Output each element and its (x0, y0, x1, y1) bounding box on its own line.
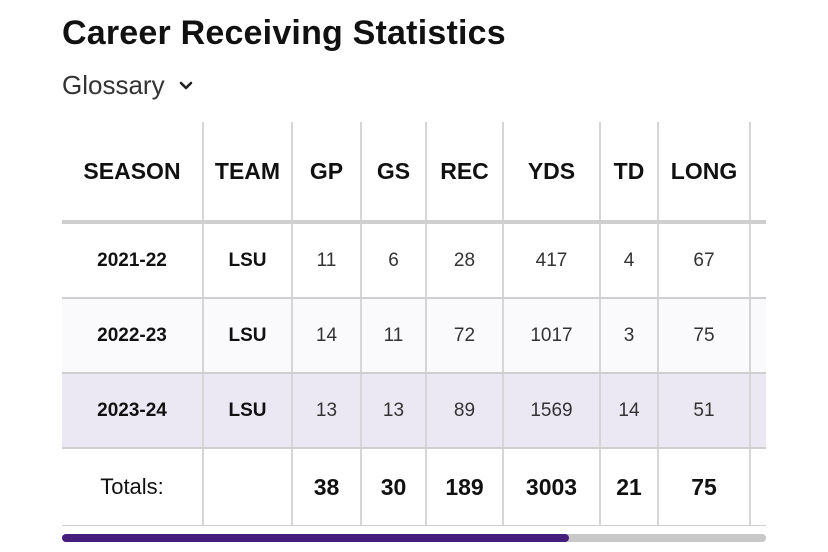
totals-rec: 189 (426, 448, 504, 526)
cell-rec: 72 (426, 298, 504, 374)
page-title: Career Receiving Statistics (62, 14, 506, 52)
totals-td: 21 (600, 448, 659, 526)
table-row-highlighted: 2023-24 LSU 13 13 89 1569 14 51 (62, 373, 766, 449)
column-header-team[interactable]: TEAM (203, 122, 293, 224)
totals-gs: 30 (361, 448, 427, 526)
cell-overflow (750, 298, 766, 374)
cell-yds: 1017 (503, 298, 601, 374)
cell-gp: 11 (292, 222, 362, 299)
cell-gp: 14 (292, 298, 362, 374)
totals-gp: 38 (292, 448, 362, 526)
cell-team: LSU (203, 298, 293, 374)
column-header-gs[interactable]: GS (361, 122, 427, 224)
column-header-td[interactable]: TD (600, 122, 659, 224)
column-header-long[interactable]: LONG (658, 122, 751, 224)
cell-yds: 417 (503, 222, 601, 299)
cell-team: LSU (203, 222, 293, 299)
cell-season: 2022-23 (62, 298, 204, 374)
cell-gp: 13 (292, 373, 362, 449)
totals-row: Totals: 38 30 189 3003 21 75 (62, 448, 766, 526)
cell-gs: 11 (361, 298, 427, 374)
cell-team: LSU (203, 373, 293, 449)
table-header-row: SEASON TEAM GP GS REC YDS TD LONG Y (62, 122, 766, 224)
column-header-rec[interactable]: REC (426, 122, 504, 224)
cell-long: 67 (658, 222, 751, 299)
column-header-season[interactable]: SEASON (62, 122, 204, 224)
cell-long: 75 (658, 298, 751, 374)
column-header-partial[interactable]: Y (750, 122, 766, 224)
cell-td: 3 (600, 298, 659, 374)
glossary-toggle[interactable]: Glossary (62, 70, 193, 101)
cell-gs: 13 (361, 373, 427, 449)
totals-label: Totals: (62, 448, 204, 526)
cell-season: 2021-22 (62, 222, 204, 299)
table-row: 2021-22 LSU 11 6 28 417 4 67 (62, 222, 766, 299)
column-header-yds[interactable]: YDS (503, 122, 601, 224)
totals-team-empty (203, 448, 293, 526)
totals-yds: 3003 (503, 448, 601, 526)
scrollbar-thumb[interactable] (62, 534, 569, 542)
horizontal-scrollbar[interactable] (62, 534, 766, 542)
cell-yds: 1569 (503, 373, 601, 449)
cell-long: 51 (658, 373, 751, 449)
chevron-down-icon (179, 81, 192, 89)
cell-td: 14 (600, 373, 659, 449)
cell-td: 4 (600, 222, 659, 299)
cell-rec: 28 (426, 222, 504, 299)
glossary-label: Glossary (62, 70, 165, 100)
cell-overflow (750, 222, 766, 299)
cell-season: 2023-24 (62, 373, 204, 449)
column-header-gp[interactable]: GP (292, 122, 362, 224)
cell-overflow (750, 373, 766, 449)
totals-long: 75 (658, 448, 751, 526)
cell-gs: 6 (361, 222, 427, 299)
table-row: 2022-23 LSU 14 11 72 1017 3 75 (62, 298, 766, 374)
totals-overflow (750, 448, 766, 526)
receiving-stats-table: SEASON TEAM GP GS REC YDS TD LONG Y 2021… (62, 122, 766, 526)
cell-rec: 89 (426, 373, 504, 449)
stats-table-container[interactable]: SEASON TEAM GP GS REC YDS TD LONG Y 2021… (62, 122, 766, 526)
